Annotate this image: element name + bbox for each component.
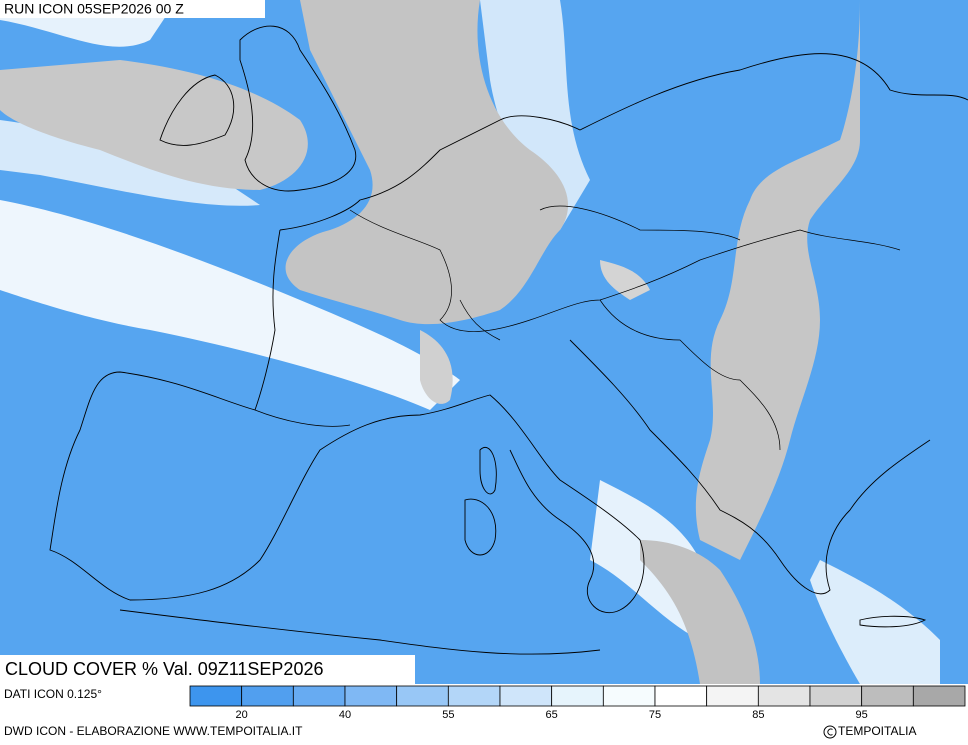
legend-swatch [499, 685, 553, 707]
legend-swatch [447, 685, 501, 707]
legend: 20 40 55 65 75 85 95 [189, 685, 966, 721]
legend-label: 85 [752, 709, 764, 721]
legend-label: 65 [546, 709, 558, 721]
legend-label: 55 [442, 709, 454, 721]
legend-label: 95 [856, 709, 868, 721]
legend-swatch [809, 685, 863, 707]
cloud-band [480, 0, 590, 230]
legend-swatch [602, 685, 656, 707]
coastline [859, 615, 927, 628]
copyright-icon [823, 725, 837, 739]
legend-swatch [551, 685, 604, 707]
coastline [279, 53, 968, 231]
cloud-band [0, 200, 460, 410]
map-label: CLOUD COVER % Val. 09Z11SEP2026 [5, 659, 323, 679]
overcast-area [420, 330, 453, 404]
border [349, 209, 901, 332]
legend-swatch [189, 685, 243, 707]
map-label-box [0, 655, 415, 684]
legend-swatch [706, 685, 759, 707]
cloud-band [810, 560, 940, 684]
overcast-area [640, 540, 760, 684]
legend-label: 20 [236, 709, 248, 721]
legend-swatch [861, 685, 914, 707]
credits: DWD ICON - ELABORAZIONE WWW.TEMPOITALIA.… [4, 724, 303, 738]
map: RUN ICON 05SEP2026 00 Z CLOUD COVER % Va… [0, 0, 968, 684]
legend-swatch [344, 685, 398, 707]
legend-swatch [396, 685, 449, 707]
copyright-icon-c [827, 728, 833, 736]
data-source: DATI ICON 0.125° [4, 687, 102, 701]
legend-label: 75 [649, 709, 661, 721]
overcast-area [600, 260, 650, 300]
cloud-band [0, 120, 260, 206]
brand: TEMPOITALIA [838, 724, 916, 738]
coastline [159, 74, 235, 146]
legend-swatch [912, 685, 966, 707]
overcast-area [695, 0, 860, 560]
coastline [464, 447, 497, 556]
coastline [569, 339, 931, 595]
coastline [49, 229, 645, 614]
run-label: RUN ICON 05SEP2026 00 Z [4, 1, 184, 17]
legend-swatch [241, 685, 294, 707]
overcast-area [285, 0, 569, 325]
legend-swatch [292, 685, 346, 707]
legend-swatch [757, 685, 811, 707]
border [254, 205, 781, 451]
coastline [239, 25, 357, 192]
coastline [119, 609, 601, 655]
legend-label: 40 [339, 709, 351, 721]
legend-swatch [654, 685, 708, 707]
run-box [0, 0, 265, 18]
